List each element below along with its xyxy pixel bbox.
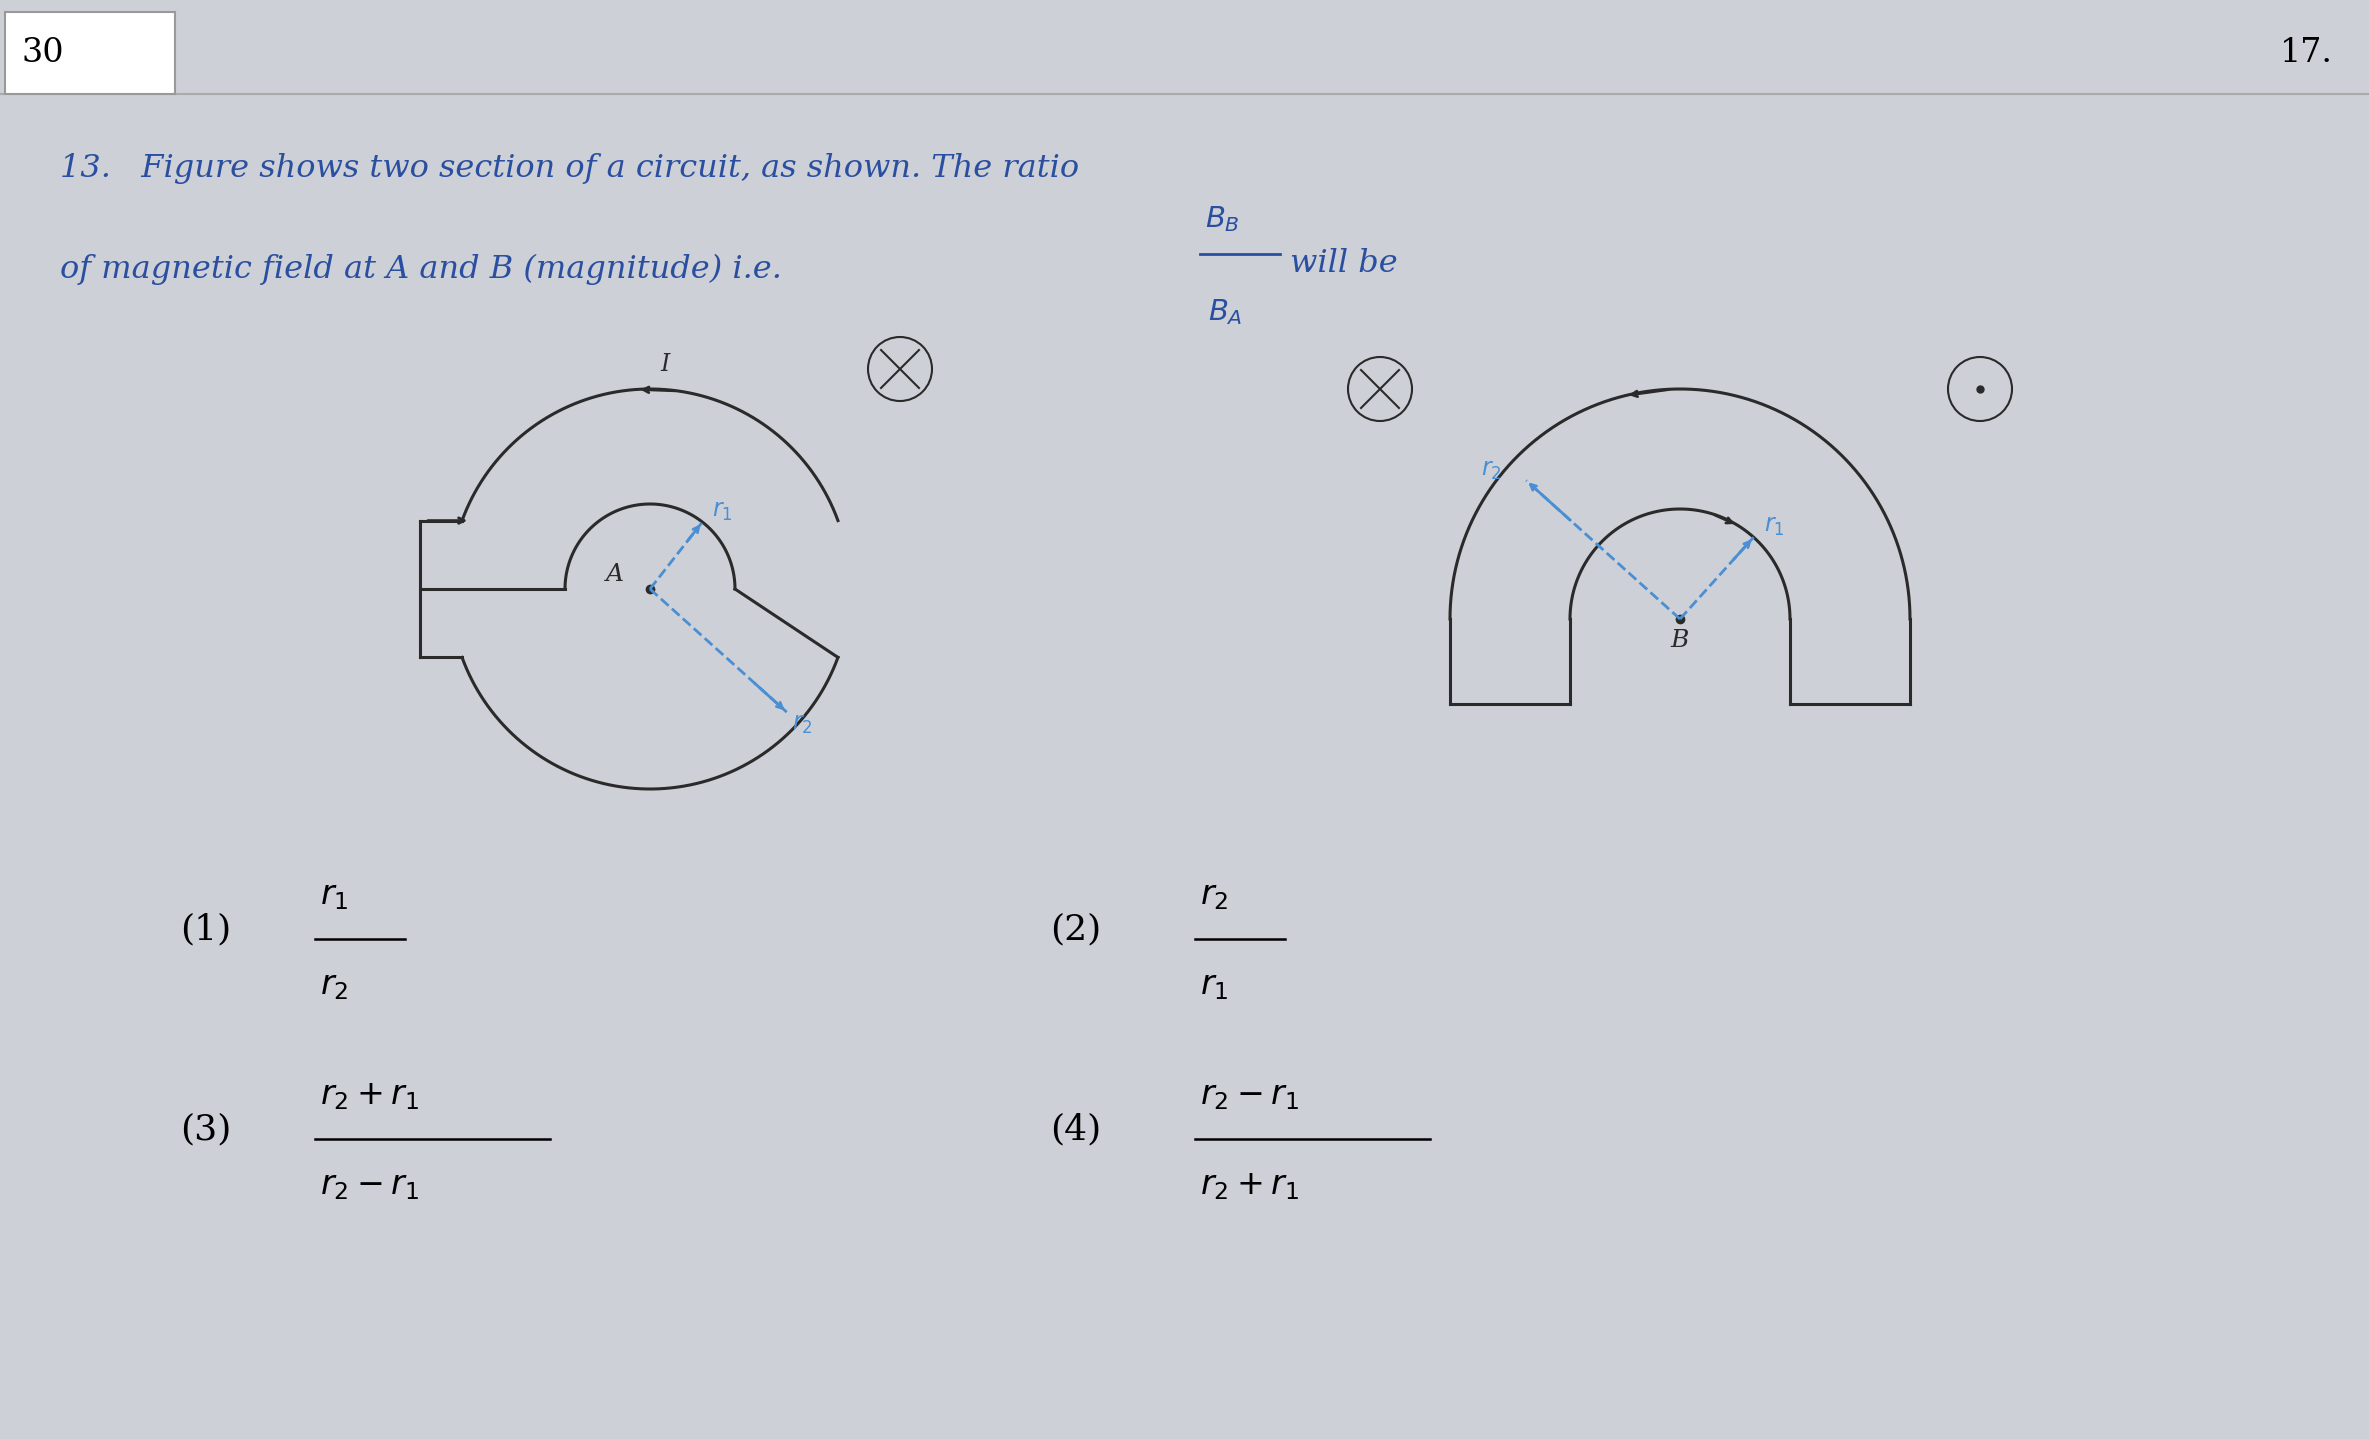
Text: A: A: [606, 563, 623, 586]
Text: 17.: 17.: [2279, 37, 2333, 69]
Text: $B_B$: $B_B$: [1206, 204, 1239, 235]
Text: (1): (1): [180, 912, 232, 945]
Bar: [5, 12, 175, 94]
Text: I: I: [661, 353, 670, 376]
Text: $r_1$: $r_1$: [713, 501, 732, 524]
Text: B: B: [1670, 629, 1689, 652]
Text: 13.   Figure shows two section of a circuit, as shown. The ratio: 13. Figure shows two section of a circui…: [59, 154, 1080, 184]
Text: $r_2 - r_1$: $r_2 - r_1$: [1201, 1079, 1298, 1112]
Text: $r_1$: $r_1$: [320, 879, 348, 912]
Text: $r_2 + r_1$: $r_2 + r_1$: [320, 1079, 419, 1112]
Text: $B_A$: $B_A$: [1208, 296, 1241, 327]
Text: $r_2$: $r_2$: [1201, 879, 1230, 912]
Text: $r_2 - r_1$: $r_2 - r_1$: [320, 1170, 419, 1202]
Text: $r_2$: $r_2$: [791, 714, 813, 737]
Text: $r_1$: $r_1$: [1763, 515, 1784, 538]
Text: (2): (2): [1049, 912, 1102, 945]
Text: $r_2$: $r_2$: [1481, 459, 1502, 482]
Text: $r_2$: $r_2$: [320, 970, 348, 1002]
Text: (4): (4): [1049, 1112, 1102, 1145]
Text: 30: 30: [21, 37, 64, 69]
Text: will be: will be: [1291, 249, 1398, 279]
Text: $r_1$: $r_1$: [1201, 970, 1230, 1002]
Text: (3): (3): [180, 1112, 232, 1145]
Text: of magnetic field at A and B (magnitude) i.e.: of magnetic field at A and B (magnitude)…: [59, 253, 782, 285]
Text: $r_2 + r_1$: $r_2 + r_1$: [1201, 1170, 1298, 1202]
